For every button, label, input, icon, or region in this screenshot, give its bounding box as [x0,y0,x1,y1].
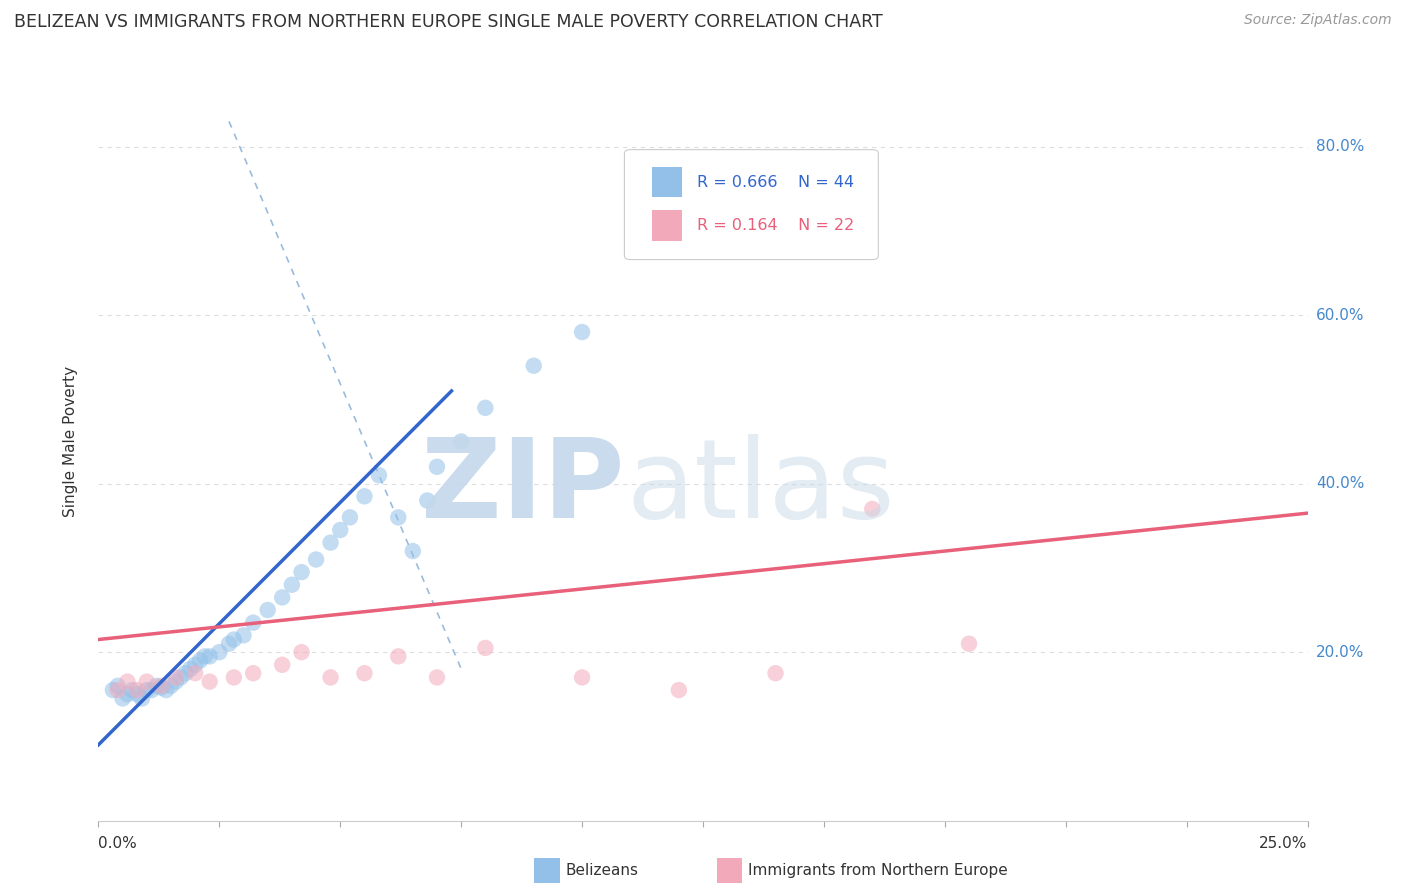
Point [290,565,312,579]
Point [141,683,163,698]
Point [426,459,449,474]
Point [232,628,254,642]
Point [290,645,312,659]
Point [208,645,231,659]
Point [101,683,124,698]
Point [127,683,149,698]
Point [387,649,409,664]
Point [368,468,391,483]
FancyBboxPatch shape [652,211,682,241]
Point [765,666,787,681]
Point [135,683,157,698]
Point [668,683,690,698]
Text: 60.0%: 60.0% [1316,308,1364,323]
Text: atlas: atlas [627,434,896,541]
Text: R = 0.164    N = 22: R = 0.164 N = 22 [697,218,855,233]
Point [174,666,197,681]
Point [150,679,173,693]
Point [160,679,183,693]
Point [218,637,240,651]
Point [184,666,207,681]
Text: 40.0%: 40.0% [1316,476,1364,491]
Point [426,670,449,684]
Point [450,434,472,449]
Point [271,657,294,672]
Point [860,502,883,516]
Point [107,679,129,693]
Point [353,489,375,503]
Point [305,552,328,566]
Point [117,687,139,701]
Point [165,674,187,689]
Point [957,637,980,651]
Point [194,649,217,664]
Point [184,657,207,672]
Point [121,683,143,698]
Point [117,674,139,689]
Text: Belizeans: Belizeans [565,863,638,878]
Point [222,632,245,647]
Point [107,683,129,698]
Y-axis label: Single Male Poverty: Single Male Poverty [63,366,77,517]
Point [387,510,409,524]
Text: R = 0.666    N = 44: R = 0.666 N = 44 [697,175,853,190]
Point [131,691,153,706]
Point [271,591,294,605]
Point [474,640,496,655]
Point [256,603,278,617]
Point [353,666,375,681]
Point [474,401,496,415]
Point [145,679,167,693]
Point [179,662,201,676]
Point [135,674,157,689]
Text: Immigrants from Northern Europe: Immigrants from Northern Europe [748,863,1008,878]
Point [198,649,221,664]
Point [222,670,245,684]
Text: 25.0%: 25.0% [1260,836,1308,851]
Point [339,510,361,524]
Point [242,666,264,681]
Point [402,544,425,558]
Point [155,683,177,698]
Point [281,578,304,592]
Point [329,523,352,537]
Point [319,670,342,684]
Point [242,615,264,630]
Point [571,670,593,684]
Point [319,535,342,549]
Text: ZIP: ZIP [420,434,624,541]
FancyBboxPatch shape [624,150,879,260]
Point [127,687,149,701]
FancyBboxPatch shape [652,167,682,197]
Text: 20.0%: 20.0% [1316,645,1364,660]
Point [111,691,134,706]
Point [198,674,221,689]
Point [571,325,593,339]
Point [416,493,439,508]
Point [169,670,191,684]
Point [150,681,173,695]
Text: 0.0%: 0.0% [98,836,138,851]
Text: 80.0%: 80.0% [1316,139,1364,154]
Point [165,670,187,684]
Point [188,654,211,668]
Point [523,359,546,373]
Text: Source: ZipAtlas.com: Source: ZipAtlas.com [1244,13,1392,28]
Text: BELIZEAN VS IMMIGRANTS FROM NORTHERN EUROPE SINGLE MALE POVERTY CORRELATION CHAR: BELIZEAN VS IMMIGRANTS FROM NORTHERN EUR… [14,13,883,31]
